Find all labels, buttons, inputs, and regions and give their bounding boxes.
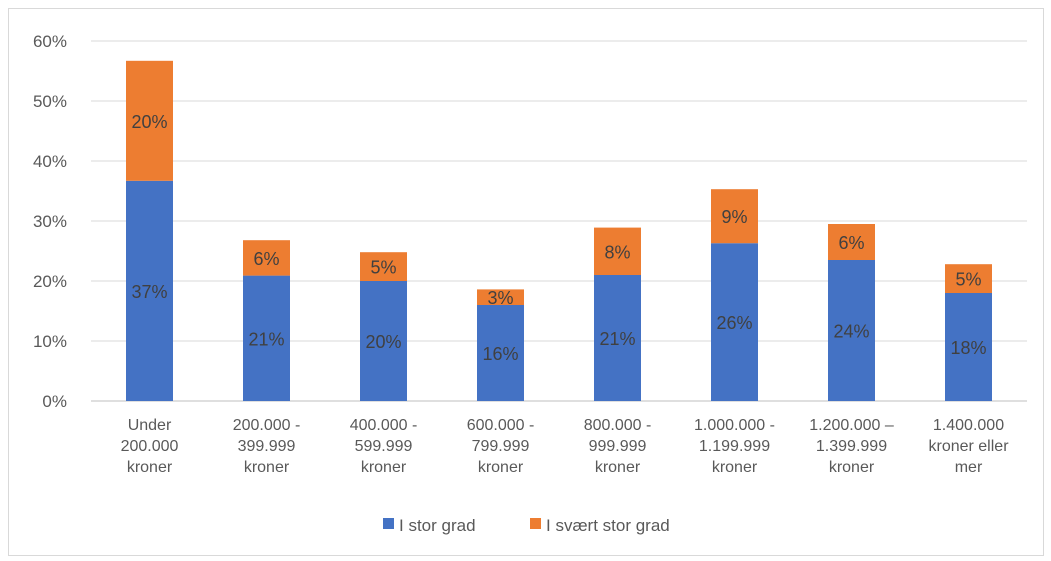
bar-segment [243,275,290,401]
data-label: 8% [604,242,630,262]
data-label: 24% [833,322,869,342]
bar-segment [711,189,758,244]
y-tick-label: 10% [33,332,67,351]
data-label: 6% [253,249,279,269]
data-label: 6% [838,233,864,253]
bar-segment [828,224,875,260]
y-tick-label: 40% [33,152,67,171]
grid-lines [91,40,1027,402]
data-label: 21% [248,329,284,349]
bar-segment [477,305,524,401]
x-category-label: 200.000 -399.999 kroner [233,417,301,476]
bar-segment [594,275,641,401]
bars [126,60,992,401]
bar-segment [945,293,992,401]
data-label: 20% [131,112,167,132]
data-label: 5% [370,258,396,278]
legend-label: I svært stor grad [546,516,670,535]
bar-segment [711,243,758,401]
legend-swatch [530,518,541,529]
data-label: 26% [716,313,752,333]
bar-segment [945,264,992,293]
data-label: 16% [482,344,518,364]
legend-swatch [383,518,394,529]
chart-frame: 0% 10% 20% 30% 40% 50% 60% 37% 20% 21% 6% 20% 5% 16%… [8,8,1044,556]
data-label: 9% [721,207,747,227]
bar-segment [243,240,290,276]
bar-segment [594,227,641,275]
legend: I stor grad I svært stor grad [383,516,670,535]
x-category-label: 600.000 -799.999 kroner [467,417,535,476]
data-label: 5% [955,270,981,290]
data-label: 20% [365,332,401,352]
data-labels: 37% 20% 21% 6% 20% 5% 16% 3% 21% 8% 26% 9% 24% 6% 18% 5… [131,112,986,364]
data-label: 18% [950,338,986,358]
x-category-label: 400.000 -599.999 kroner [350,417,418,476]
x-category-label: 1.200.000 –1.399.999 kroner [809,417,894,476]
bar-segment [360,252,407,281]
stacked-bar-chart: 0% 10% 20% 30% 40% 50% 60% 37% 20% 21% 6% 20% 5% 16%… [33,32,1027,535]
x-category-label: Under 200.000 kroner [121,417,179,476]
data-label: 3% [487,288,513,308]
bar-segment [477,289,524,305]
data-label: 37% [131,282,167,302]
x-category-label: 1.000.000 -1.199.999 kroner [694,417,775,476]
y-tick-label: 20% [33,272,67,291]
y-tick-label: 30% [33,212,67,231]
y-tick-label: 0% [42,392,67,411]
x-axis-categories: Under 200.000 kroner 200.000 -399.999 kroner… [121,417,1010,476]
y-axis-ticks: 0% 10% 20% 30% 40% 50% 60% [33,32,67,411]
data-label: 21% [599,329,635,349]
y-tick-label: 50% [33,92,67,111]
x-category-label: 800.000 -999.999 kroner [584,417,652,476]
x-category-label: 1.400.000 kroner eller mer [928,417,1009,476]
bar-segment [126,180,173,401]
bar-segment [360,281,407,401]
legend-label: I stor grad [399,516,476,535]
bar-segment [828,260,875,401]
y-tick-label: 60% [33,32,67,51]
bar-segment [126,60,173,181]
